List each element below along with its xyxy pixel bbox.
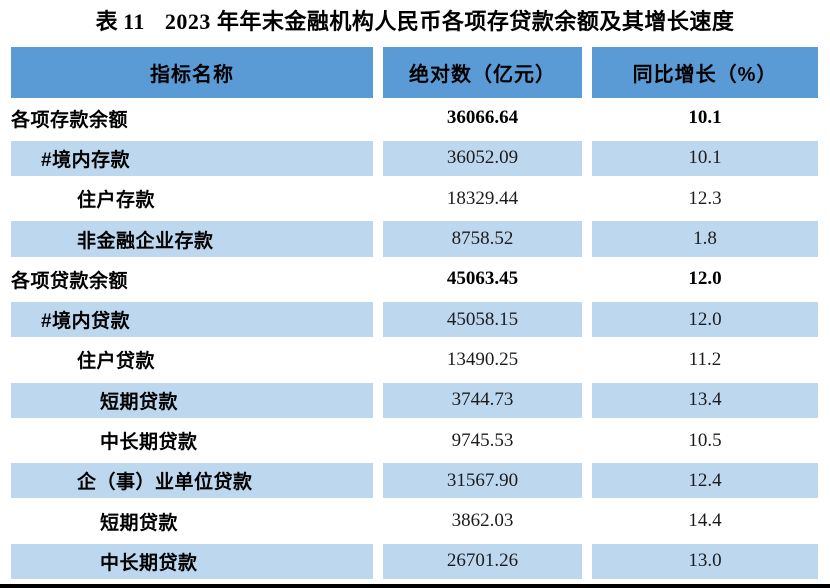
- growth-value-cell: 12.0: [688, 268, 722, 290]
- growth-value-cell: 12.4: [592, 463, 818, 499]
- data-table: 指标名称 绝对数（亿元） 同比增长（%） 各项存款余额 36066.64 10.…: [11, 47, 818, 582]
- absolute-value-cell: 36052.09: [383, 140, 582, 177]
- indicator-cell: 非金融企业存款: [11, 221, 373, 257]
- table-row: 企（事）业单位贷款 31567.90 12.4: [11, 461, 818, 501]
- indicator-cell: 短期贷款: [100, 512, 179, 534]
- table-row: #境内存款 36052.09 10.1: [11, 138, 818, 178]
- header-cell-absolute: 绝对数（亿元）: [383, 47, 582, 98]
- bottom-rule: [0, 584, 830, 588]
- absolute-value-cell: 36066.64: [446, 107, 519, 129]
- growth-value-cell: 13.0: [592, 543, 818, 580]
- growth-value-cell: 10.1: [688, 107, 722, 129]
- indicator-cell: 住户贷款: [77, 351, 156, 373]
- absolute-value-cell: 13490.25: [446, 348, 519, 370]
- indicator-cell: 企（事）业单位贷款: [11, 463, 373, 499]
- table-title-number: 11: [123, 9, 145, 34]
- table-header-row: 指标名称 绝对数（亿元） 同比增长（%）: [11, 47, 818, 98]
- table-row: 短期贷款 3862.03 14.4: [11, 501, 818, 541]
- table-row: 中长期贷款 9745.53 10.5: [11, 420, 818, 460]
- absolute-value-cell: 31567.90: [383, 463, 582, 499]
- table-body: 各项存款余额 36066.64 10.1 #境内存款 36052.09 10.1…: [11, 98, 818, 582]
- header-cell-indicator: 指标名称: [11, 47, 373, 98]
- absolute-value-cell: 3862.03: [451, 510, 514, 532]
- header-cell-growth: 同比增长（%）: [592, 47, 818, 98]
- table-row: 非金融企业存款 8758.52 1.8: [11, 219, 818, 259]
- growth-value-cell: 1.8: [592, 221, 818, 257]
- table-row: 中长期贷款 26701.26 13.0: [11, 541, 818, 581]
- absolute-value-cell: 3744.73: [383, 382, 582, 418]
- table-title-text: 年年末金融机构人民币各项存贷款余额及其增长速度: [216, 9, 735, 34]
- absolute-value-cell: 45058.15: [383, 301, 582, 338]
- growth-value-cell: 10.5: [688, 429, 722, 451]
- growth-value-cell: 14.4: [688, 510, 722, 532]
- absolute-value-cell: 26701.26: [383, 543, 582, 580]
- growth-value-cell: 13.4: [592, 382, 818, 418]
- growth-value-cell: 10.1: [592, 140, 818, 177]
- absolute-value-cell: 18329.44: [446, 187, 519, 209]
- indicator-cell: #境内存款: [11, 140, 373, 177]
- table-title: 表 11 2023 年年末金融机构人民币各项存贷款余额及其增长速度: [0, 7, 830, 37]
- table-row: 住户贷款 13490.25 11.2: [11, 340, 818, 380]
- indicator-cell: 短期贷款: [11, 382, 373, 418]
- absolute-value-cell: 45063.45: [446, 268, 519, 290]
- indicator-cell: #境内贷款: [11, 301, 373, 338]
- growth-value-cell: 12.3: [688, 187, 722, 209]
- table-row: 各项贷款余额 45063.45 12.0: [11, 259, 818, 299]
- table-row: 住户存款 18329.44 12.3: [11, 179, 818, 219]
- indicator-cell: 各项存款余额: [11, 109, 129, 131]
- indicator-cell: 各项贷款余额: [11, 270, 129, 292]
- table-row: 各项存款余额 36066.64 10.1: [11, 98, 818, 138]
- table-title-year: 2023: [164, 9, 211, 34]
- indicator-cell: 中长期贷款: [100, 432, 198, 454]
- indicator-cell: 中长期贷款: [11, 543, 373, 580]
- growth-value-cell: 11.2: [688, 348, 722, 370]
- table-row: 短期贷款 3744.73 13.4: [11, 380, 818, 420]
- indicator-cell: 住户存款: [77, 190, 156, 212]
- table-row: #境内贷款 45058.15 12.0: [11, 299, 818, 339]
- absolute-value-cell: 9745.53: [451, 429, 514, 451]
- growth-value-cell: 12.0: [592, 301, 818, 338]
- table-title-prefix: 表: [95, 9, 119, 34]
- absolute-value-cell: 8758.52: [383, 221, 582, 257]
